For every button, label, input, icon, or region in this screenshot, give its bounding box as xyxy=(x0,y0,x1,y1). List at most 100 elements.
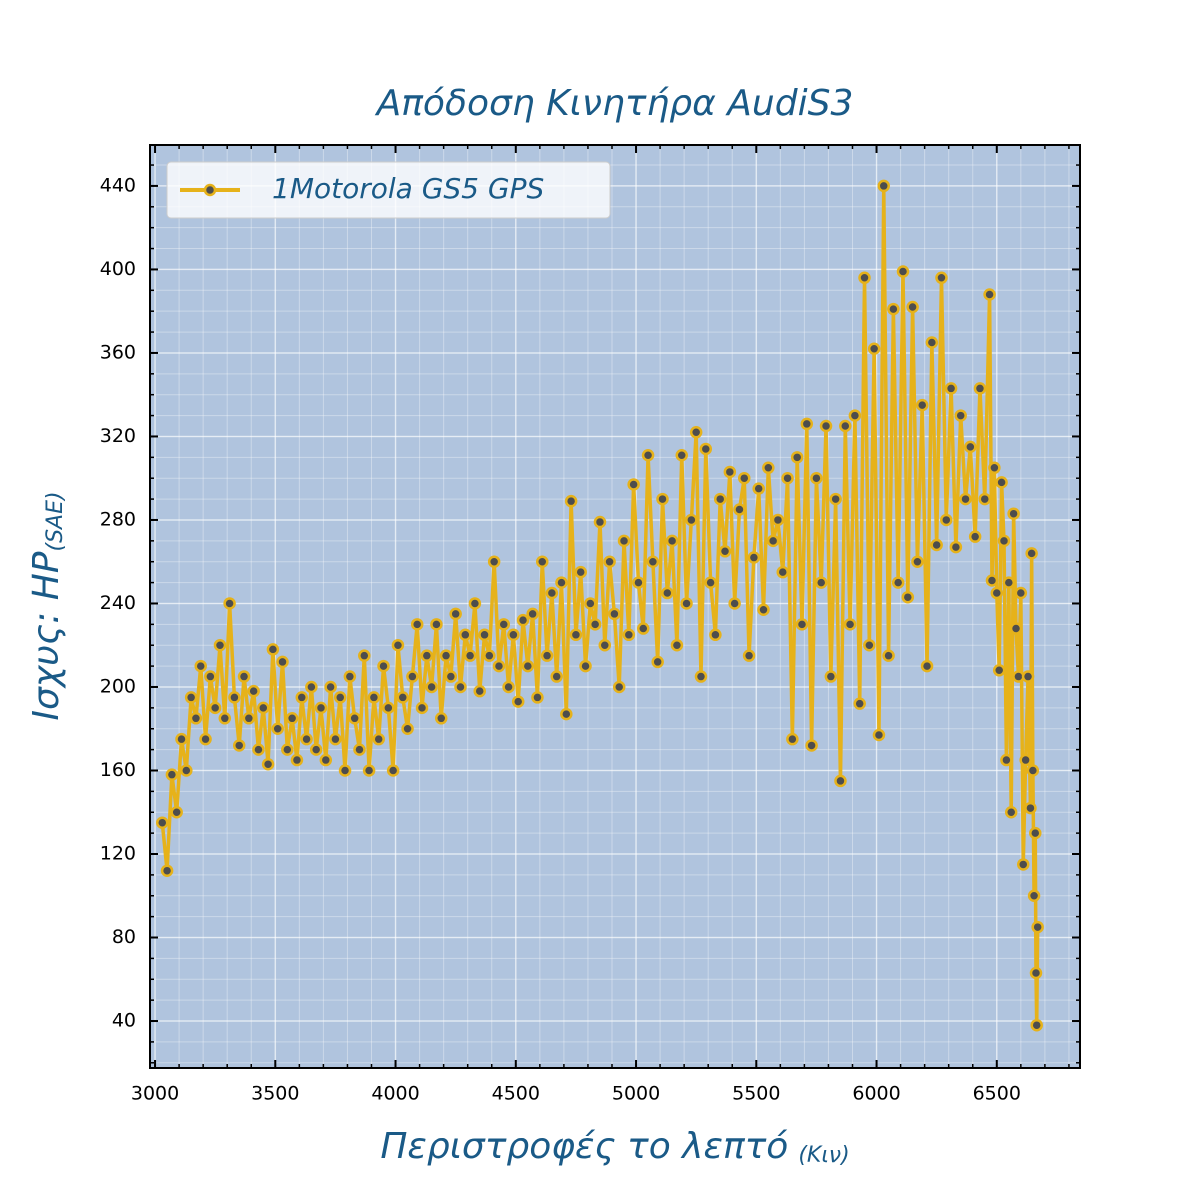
point xyxy=(367,691,381,704)
point xyxy=(199,732,212,746)
point xyxy=(415,701,429,715)
point xyxy=(1014,586,1028,600)
y-tick-label: 240 xyxy=(100,592,136,614)
point xyxy=(362,764,376,777)
point xyxy=(1027,889,1041,903)
point xyxy=(175,732,188,746)
point xyxy=(632,576,645,589)
point xyxy=(257,701,270,715)
point xyxy=(675,448,688,462)
point xyxy=(261,757,275,771)
point xyxy=(901,590,915,604)
point xyxy=(790,451,804,464)
plot-frame xyxy=(149,144,1081,1069)
point xyxy=(964,440,977,454)
point xyxy=(834,774,847,788)
x-label-main: Περιστροφές το λεπτό xyxy=(380,1126,788,1167)
point xyxy=(829,492,842,506)
point xyxy=(891,576,905,589)
point xyxy=(343,670,357,683)
point xyxy=(627,478,640,491)
point xyxy=(641,448,655,462)
point xyxy=(896,265,910,278)
point xyxy=(406,670,419,683)
point xyxy=(555,576,568,589)
point xyxy=(704,576,717,589)
y-tick-label: 280 xyxy=(100,508,136,530)
point xyxy=(995,476,1008,489)
point xyxy=(242,712,256,725)
point xyxy=(213,638,227,652)
point xyxy=(766,534,780,548)
point xyxy=(401,722,414,735)
x-tick-label: 6000 xyxy=(852,1083,900,1105)
point xyxy=(497,618,511,631)
point xyxy=(694,670,708,683)
point xyxy=(603,555,616,568)
point xyxy=(1029,966,1043,980)
point xyxy=(160,864,174,877)
y-tick-label: 160 xyxy=(100,759,136,781)
x-tick-label: 6500 xyxy=(973,1083,1021,1105)
point xyxy=(1029,826,1042,840)
point xyxy=(314,701,328,715)
point xyxy=(810,471,823,485)
point xyxy=(276,655,289,669)
point xyxy=(319,753,333,767)
point xyxy=(300,732,313,746)
x-label-sub: (Κιν) xyxy=(798,1143,849,1168)
point xyxy=(526,607,539,621)
point xyxy=(1009,622,1023,635)
point xyxy=(848,409,862,422)
point xyxy=(656,492,669,506)
point xyxy=(997,534,1011,548)
point xyxy=(728,597,741,610)
point xyxy=(882,649,895,662)
point xyxy=(218,712,232,725)
point xyxy=(516,613,530,627)
point xyxy=(386,764,400,777)
point xyxy=(949,540,963,554)
point xyxy=(819,419,833,433)
y-tick-label: 400 xyxy=(100,258,136,280)
point xyxy=(569,628,583,642)
point xyxy=(665,534,679,548)
point xyxy=(531,691,544,704)
point xyxy=(680,597,693,610)
point xyxy=(622,628,636,642)
point xyxy=(574,565,587,579)
y-tick-label: 120 xyxy=(100,843,136,865)
point xyxy=(410,618,424,631)
point xyxy=(593,515,607,529)
point xyxy=(309,743,323,756)
x-tick-label: 5000 xyxy=(612,1083,660,1105)
point xyxy=(985,574,999,587)
x-tick-label: 4000 xyxy=(371,1083,419,1105)
point xyxy=(170,805,183,819)
point xyxy=(858,271,871,285)
x-tick-label: 3500 xyxy=(251,1083,299,1105)
point xyxy=(1000,753,1013,767)
point xyxy=(990,586,1004,600)
point xyxy=(887,302,900,316)
point xyxy=(805,739,818,752)
point xyxy=(473,684,486,698)
point xyxy=(1030,1018,1043,1032)
point xyxy=(204,670,217,683)
point xyxy=(935,271,948,285)
point xyxy=(487,555,501,568)
point xyxy=(540,649,554,662)
point xyxy=(449,607,462,621)
point xyxy=(757,603,770,616)
point xyxy=(1007,507,1020,520)
point xyxy=(1026,764,1040,777)
point xyxy=(843,618,857,631)
y-tick-label: 320 xyxy=(100,425,136,447)
point xyxy=(579,659,592,673)
point xyxy=(372,732,385,746)
point xyxy=(588,618,602,631)
point xyxy=(281,743,294,756)
point xyxy=(156,816,169,829)
point xyxy=(459,628,472,642)
